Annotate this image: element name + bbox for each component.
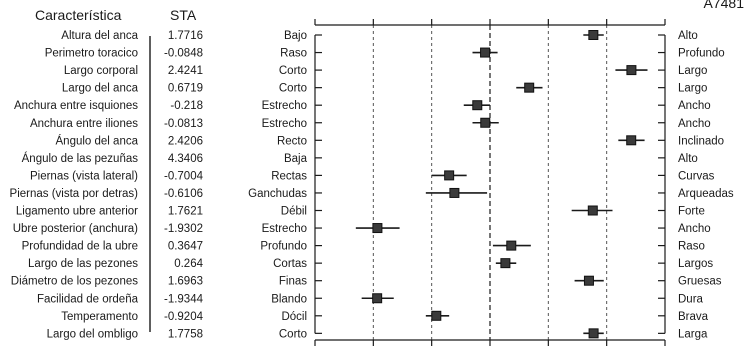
high-pole-label: Gruesas <box>678 276 722 288</box>
point-estimate <box>431 310 442 321</box>
point-estimate <box>480 47 491 58</box>
high-pole-label: Curvas <box>678 170 715 182</box>
low-pole-label: Recto <box>277 135 307 147</box>
low-pole-label: Corto <box>279 328 307 340</box>
trait-label: Diámetro de los pezones <box>11 276 138 288</box>
low-pole-label: Raso <box>280 48 307 60</box>
trait-label: Ubre posterior (anchura) <box>13 223 138 235</box>
trait-label: Largo del ombligo <box>47 328 138 340</box>
low-pole-label: Profundo <box>260 241 307 253</box>
sta-value-label: -0.7004 <box>164 170 204 182</box>
high-pole-label: Alto <box>678 153 698 165</box>
trait-label: Ángulo del anca <box>56 134 139 147</box>
sta-value-label: 1.7621 <box>168 206 203 218</box>
point-estimate <box>372 293 383 304</box>
trait-label: Piernas (vista lateral) <box>30 170 138 182</box>
trait-label: Ligamento ubre anterior <box>16 206 138 218</box>
trait-label: Piernas (vista por detras) <box>10 188 139 200</box>
point-estimate <box>588 30 599 40</box>
high-pole-label: Arqueadas <box>678 188 734 200</box>
trait-label: Ángulo de las pezuñas <box>22 152 139 165</box>
trait-label: Facilidad de ordeña <box>37 293 139 305</box>
trait-rows: Altura del anca 1.7716 Bajo Alto Perimetro t… <box>10 30 734 340</box>
high-pole-label: Brava <box>678 311 709 323</box>
point-estimate <box>500 258 511 269</box>
low-pole-label: Corto <box>279 83 307 95</box>
sta-value-label: 4.3406 <box>168 153 203 165</box>
trait-label: Profundidad de la ubre <box>22 241 138 253</box>
low-pole-label: Estrecho <box>262 118 307 130</box>
sta-value-label: -0.218 <box>170 100 203 112</box>
high-pole-label: Profundo <box>678 48 725 60</box>
trait-label: Anchura entre iliones <box>30 118 138 130</box>
sta-value-label: -0.0848 <box>164 48 203 60</box>
point-estimate <box>626 135 637 146</box>
point-estimate <box>626 65 637 76</box>
trait-label: Largo del anca <box>62 83 139 95</box>
high-pole-label: Ancho <box>678 223 711 235</box>
point-estimate <box>444 170 455 181</box>
trait-label: Largo corporal <box>64 65 138 77</box>
point-estimate <box>587 205 598 216</box>
high-pole-label: Ancho <box>678 118 711 130</box>
point-estimate <box>472 100 483 111</box>
point-estimate <box>588 328 599 339</box>
low-pole-label: Cortas <box>273 258 307 270</box>
low-pole-label: Ganchudas <box>248 188 307 200</box>
high-pole-label: Larga <box>678 328 708 340</box>
animal-id-label: A7481 <box>704 0 745 11</box>
point-estimate <box>524 82 535 93</box>
sta-value-label: 1.7758 <box>168 328 203 340</box>
low-pole-label: Estrecho <box>262 100 307 112</box>
plot-frame <box>314 19 666 346</box>
low-pole-label: Bajo <box>284 30 307 42</box>
high-pole-label: Ancho <box>678 100 711 112</box>
sta-value-label: 1.6963 <box>168 276 203 288</box>
sta-value-label: 2.4241 <box>168 65 203 77</box>
high-pole-label: Forte <box>678 206 705 218</box>
sta-value-label: -1.9302 <box>164 223 203 235</box>
low-pole-label: Corto <box>279 65 307 77</box>
trait-column-header: Característica <box>35 7 122 23</box>
trait-label: Perimetro toracico <box>45 48 138 60</box>
low-pole-label: Dócil <box>281 311 307 323</box>
low-pole-label: Blando <box>271 293 307 305</box>
sta-value-label: -1.9344 <box>164 293 204 305</box>
sta-value-label: -0.9204 <box>164 311 204 323</box>
sta-value-label: 2.4206 <box>168 135 203 147</box>
sta-value-label: 0.6719 <box>168 83 203 95</box>
trait-label: Anchura entre isquiones <box>14 100 138 112</box>
high-pole-label: Largo <box>678 83 707 95</box>
reference-lines <box>372 25 608 340</box>
low-pole-label: Rectas <box>271 170 307 182</box>
low-pole-label: Baja <box>284 153 308 165</box>
high-pole-label: Alto <box>678 30 698 42</box>
high-pole-label: Largos <box>678 258 713 270</box>
high-pole-label: Inclinado <box>678 135 724 147</box>
sta-value-label: 1.7716 <box>168 30 203 42</box>
low-pole-label: Débil <box>281 206 307 218</box>
point-estimate <box>372 223 383 234</box>
sta-value-label: 0.3647 <box>168 241 203 253</box>
low-pole-label: Finas <box>279 276 307 288</box>
point-estimate <box>449 187 460 198</box>
point-estimate <box>583 275 594 286</box>
high-pole-label: Largo <box>678 65 707 77</box>
point-estimate <box>480 117 491 128</box>
point-estimate <box>506 240 517 251</box>
sta-column-header: STA <box>170 7 197 23</box>
high-pole-label: Raso <box>678 241 705 253</box>
low-pole-label: Estrecho <box>262 223 307 235</box>
sta-value-label: 0.264 <box>174 258 203 270</box>
trait-label: Altura del anca <box>61 30 138 42</box>
sta-value-label: -0.6106 <box>164 188 203 200</box>
trait-label: Temperamento <box>61 311 138 323</box>
high-pole-label: Dura <box>678 293 704 305</box>
trait-label: Largo de las pezones <box>28 258 138 270</box>
sta-value-label: -0.0813 <box>164 118 203 130</box>
